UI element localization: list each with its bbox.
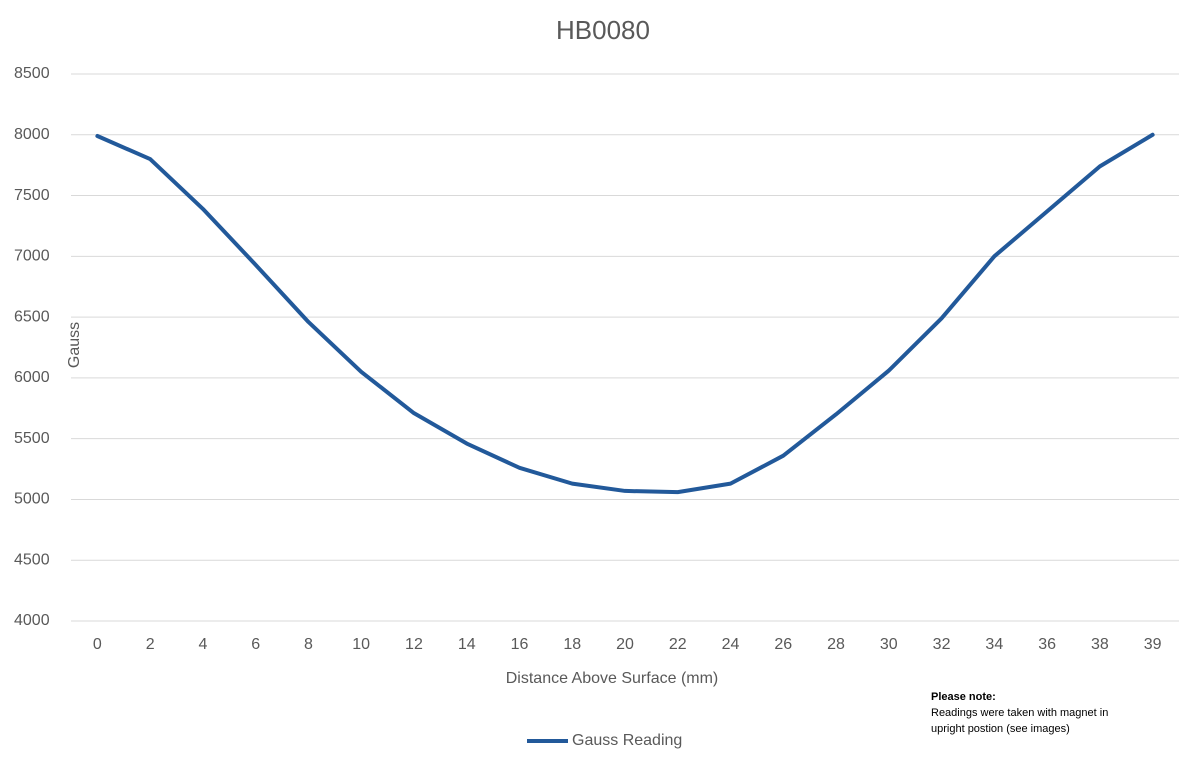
data-line — [95, 132, 1155, 495]
y-tick-label: 7000 — [14, 248, 50, 265]
y-tick-label: 7500 — [14, 187, 50, 204]
y-axis-label: Gauss — [66, 322, 83, 368]
x-tick-label: 16 — [511, 636, 529, 653]
x-tick-label: 24 — [722, 636, 740, 653]
y-tick-label: 5500 — [14, 430, 50, 447]
x-tick-label: 8 — [304, 636, 313, 653]
y-tick-label: 5000 — [14, 491, 50, 508]
y-tick-label: 4500 — [14, 551, 50, 568]
x-tick-label: 39 — [1144, 636, 1162, 653]
note-line: upright postion (see images) — [931, 723, 1070, 735]
y-tick-label: 8000 — [14, 126, 50, 143]
note-line: Readings were taken with magnet in — [931, 707, 1108, 719]
y-tick-label: 6500 — [14, 308, 50, 325]
x-tick-label: 10 — [352, 636, 370, 653]
x-tick-label: 36 — [1038, 636, 1056, 653]
x-tick-label: 12 — [405, 636, 423, 653]
x-tick-label: 4 — [198, 636, 207, 653]
y-tick-label: 6000 — [14, 369, 50, 386]
x-tick-label: 2 — [146, 636, 155, 653]
x-axis-label: Distance Above Surface (mm) — [506, 670, 719, 687]
x-tick-label: 38 — [1091, 636, 1109, 653]
x-tick-label: 34 — [985, 636, 1003, 653]
y-tick-label: 4000 — [14, 612, 50, 629]
x-tick-label: 26 — [774, 636, 792, 653]
x-tick-label: 6 — [251, 636, 260, 653]
x-tick-label: 28 — [827, 636, 845, 653]
x-tick-label: 18 — [563, 636, 581, 653]
note-title: Please note: — [931, 691, 996, 703]
chart-title: HB0080 — [556, 15, 650, 45]
x-tick-label: 32 — [933, 636, 951, 653]
x-tick-label: 30 — [880, 636, 898, 653]
x-tick-label: 22 — [669, 636, 687, 653]
x-tick-label: 20 — [616, 636, 634, 653]
x-tick-label: 14 — [458, 636, 476, 653]
x-tick-label: 0 — [93, 636, 102, 653]
y-tick-label: 8500 — [14, 65, 50, 82]
legend-label: Gauss Reading — [572, 732, 682, 749]
